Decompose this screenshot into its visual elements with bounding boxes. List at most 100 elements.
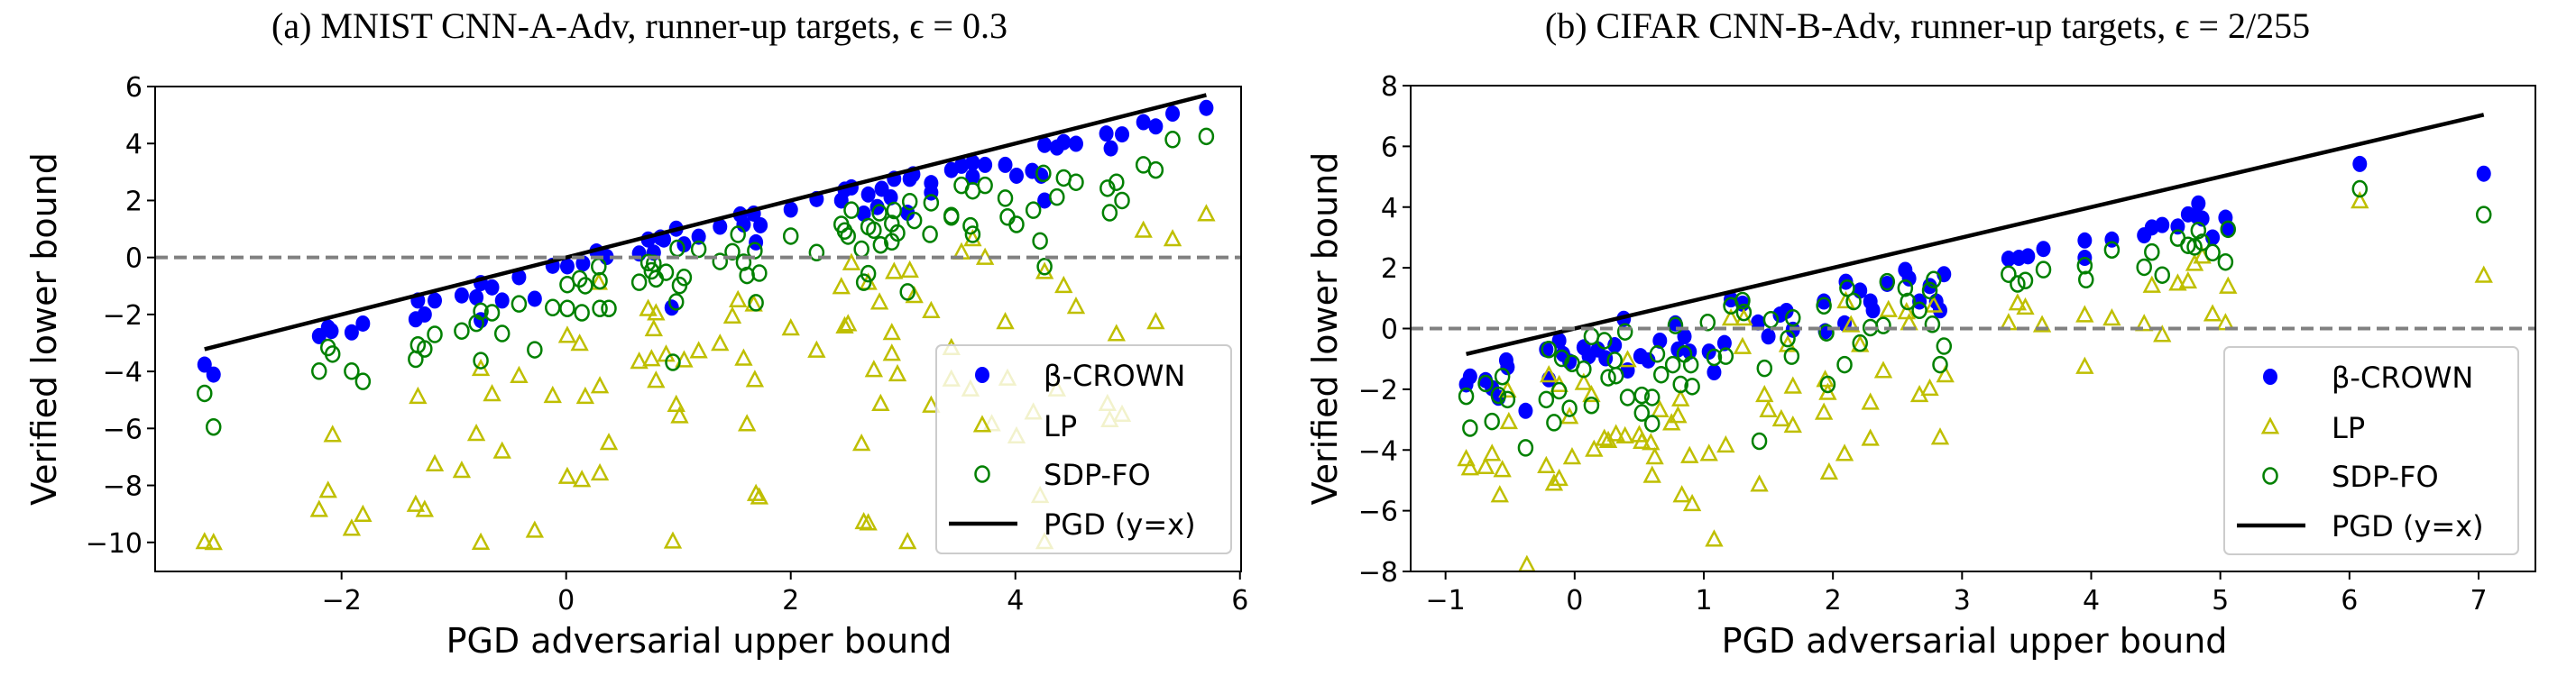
lp-point — [409, 386, 428, 405]
beta-crown-point — [713, 218, 728, 235]
y-tick-label: −8 — [1358, 557, 1398, 589]
plot-area — [155, 93, 1241, 551]
lp-point — [854, 511, 873, 530]
sdp-fo-point — [577, 277, 593, 295]
sdp-fo-point — [1616, 323, 1633, 341]
sdp-fo-point — [872, 236, 889, 254]
lp-point — [644, 318, 663, 337]
lp-point — [1783, 376, 1802, 394]
sdp-fo-point — [2144, 242, 2160, 261]
lp-point — [1574, 372, 1594, 390]
lp-point — [1134, 220, 1153, 238]
legend-label: β-CROWN — [2332, 361, 2473, 395]
sdp-fo-point — [977, 176, 993, 195]
legend-item-beta-crown: β-CROWN — [975, 359, 1185, 393]
lp-point — [630, 351, 649, 370]
sdp-fo-point — [2204, 243, 2221, 262]
lp-point — [1562, 447, 1582, 465]
lp-point — [2142, 275, 2161, 293]
lp-point — [963, 229, 982, 247]
beta-crown-point — [1500, 359, 1515, 376]
lp-point — [642, 349, 661, 367]
lp-point — [864, 360, 884, 378]
lp-point — [905, 285, 924, 304]
beta-crown-point — [355, 315, 371, 332]
sdp-fo-point — [922, 225, 938, 243]
lp-point — [483, 384, 501, 402]
beta-crown-point — [1462, 368, 1477, 385]
sdp-fo-point — [1198, 127, 1215, 146]
sdp-fo-point — [601, 299, 617, 317]
legend-item-sdp-fo: SDP-FO — [974, 458, 1151, 492]
lp-point — [1879, 299, 1898, 317]
sdp-fo-point — [1576, 360, 1592, 379]
y-tick-label: 6 — [125, 72, 143, 104]
lp-point — [1476, 456, 1495, 475]
beta-crown-point — [1598, 350, 1614, 367]
sdp-fo-point — [1600, 369, 1616, 387]
beta-crown-point — [2352, 155, 2368, 172]
lp-point — [1936, 365, 1955, 383]
lp-point — [1483, 443, 1502, 461]
beta-crown-point — [559, 258, 575, 275]
sdp-fo-point — [311, 362, 327, 380]
sdp-fo-point — [889, 224, 906, 242]
beta-crown-point — [1115, 126, 1130, 143]
lp-point — [1672, 485, 1691, 503]
sdp-fo-point — [2217, 252, 2234, 271]
beta-crown-point — [484, 279, 500, 296]
lp-point — [1920, 378, 1939, 397]
lp-point — [1642, 465, 1661, 483]
sdp-fo-point — [1818, 324, 1835, 342]
lp-point — [2135, 314, 2154, 332]
chart-title: (b) CIFAR CNN-B-Adv, runner-up targets, … — [1545, 5, 2310, 46]
sdp-fo-point — [1596, 332, 1613, 350]
sdp-fo-point — [871, 204, 888, 222]
lp-point — [1755, 384, 1774, 403]
pgd-line — [1466, 113, 2485, 356]
sdp-fo-point — [1879, 272, 1896, 291]
lp-point — [711, 333, 730, 352]
lp-point — [2219, 276, 2238, 294]
lp-point — [1585, 439, 1604, 457]
sdp-fo-point — [1583, 327, 1600, 346]
lp-point — [1924, 295, 1944, 313]
sdp-fo-point — [2001, 265, 2017, 283]
legend-triangle-swatch — [972, 415, 992, 433]
axes-frame — [154, 86, 1242, 572]
legend-label: PGD (y=x) — [1044, 507, 1196, 542]
lp-point — [1642, 433, 1661, 451]
sdp-fo-point — [354, 372, 372, 390]
sdp-fo-point — [1684, 378, 1700, 396]
sdp-fo-point — [1672, 375, 1688, 394]
lp-point — [1716, 434, 1735, 453]
sdp-fo-point — [1932, 355, 1948, 374]
sdp-fo-point — [1583, 396, 1600, 415]
lp-point — [1771, 408, 1791, 427]
lp-point — [1518, 554, 1536, 571]
sdp-fo-point — [1875, 316, 1891, 334]
x-tick-label: 3 — [1954, 585, 1971, 617]
sdp-fo-point — [2190, 221, 2207, 240]
sdp-fo-point — [1099, 179, 1116, 197]
y-tick-label: 0 — [1381, 315, 1398, 346]
beta-crown-point — [1912, 293, 1927, 310]
sdp-fo-point — [782, 227, 799, 245]
beta-crown-point — [1761, 328, 1776, 345]
lp-point — [922, 395, 941, 413]
y-tick-label: −6 — [1358, 497, 1398, 528]
chart-panel-a: (a) MNIST CNN-A-Adv, runner-up targets, … — [24, 5, 1248, 661]
beta-crown-point — [417, 306, 432, 323]
x-tick-label: 6 — [2341, 585, 2358, 617]
sdp-fo-point — [658, 263, 675, 281]
sdp-fo-point — [748, 294, 764, 312]
beta-crown-point — [2077, 232, 2093, 249]
y-tick-label: −10 — [86, 528, 143, 560]
lp-point — [1606, 424, 1625, 442]
sdp-fo-point — [1900, 292, 1916, 311]
lp-point — [734, 348, 753, 366]
sdp-fo-point — [964, 225, 981, 243]
beta-crown-point — [1148, 118, 1164, 135]
lp-point — [2016, 297, 2035, 315]
lp-point — [510, 365, 529, 384]
